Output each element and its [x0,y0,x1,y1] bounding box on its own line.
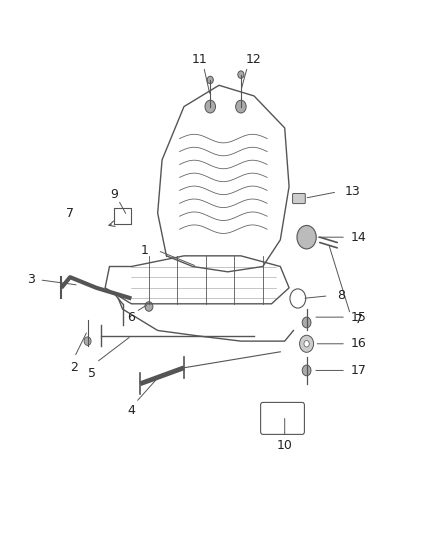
Text: 11: 11 [191,53,207,66]
Circle shape [205,100,215,113]
Circle shape [302,365,311,376]
Text: 1: 1 [141,244,149,257]
Text: 13: 13 [345,185,361,198]
Text: 14: 14 [350,231,366,244]
Text: 9: 9 [110,188,118,201]
Circle shape [300,335,314,352]
Text: 16: 16 [350,337,366,350]
Text: 3: 3 [27,273,35,286]
Circle shape [84,337,91,345]
Text: 15: 15 [350,311,366,324]
FancyBboxPatch shape [293,193,305,204]
Text: 5: 5 [88,367,96,379]
Text: 17: 17 [350,364,366,377]
Circle shape [145,302,153,311]
Text: 10: 10 [277,439,293,451]
Text: 2: 2 [71,361,78,374]
Circle shape [207,76,213,84]
Text: 4: 4 [127,404,135,417]
Text: 7: 7 [355,313,363,326]
Text: 12: 12 [245,53,261,66]
Circle shape [302,317,311,328]
Text: 6: 6 [127,311,135,324]
Circle shape [304,341,309,347]
Text: 8: 8 [337,289,345,302]
Circle shape [297,225,316,249]
Circle shape [238,71,244,78]
Circle shape [236,100,246,113]
Text: 7: 7 [66,207,74,220]
